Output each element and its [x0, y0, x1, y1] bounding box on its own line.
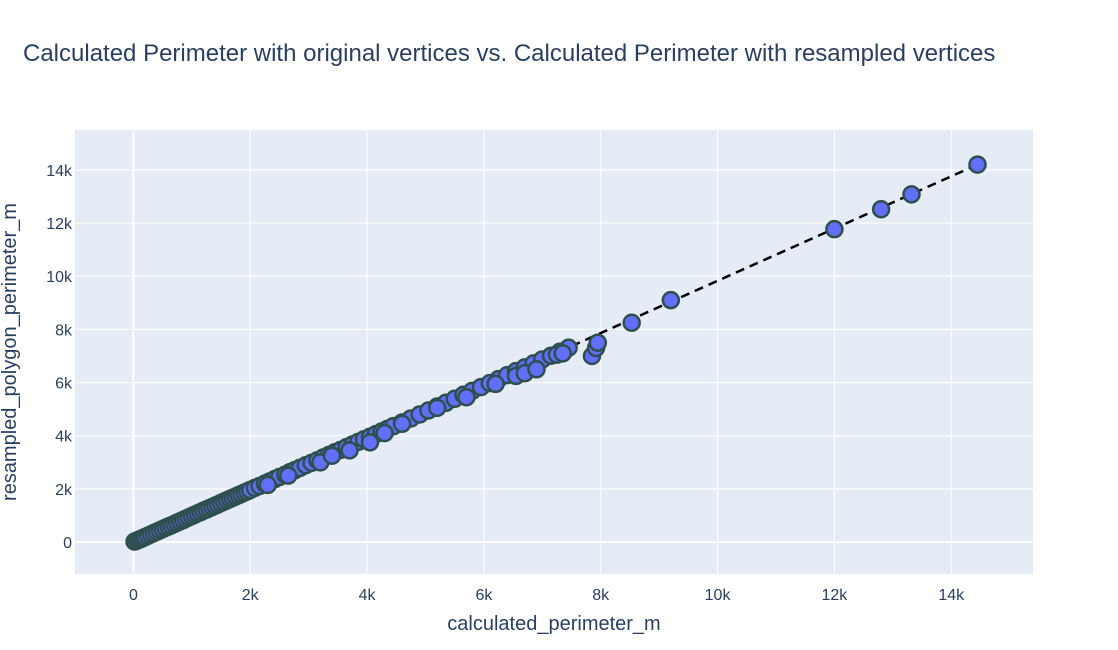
y-tick-label: 14k	[46, 163, 73, 180]
data-point	[871, 199, 891, 219]
data-point	[825, 219, 844, 239]
x-tick-label: 10k	[705, 587, 732, 604]
y-axis-ticks: 0 2k 4k 6k 8k 10k 12k 14k	[46, 163, 73, 552]
data-point	[902, 185, 921, 204]
data-point	[375, 423, 394, 443]
data-point	[968, 155, 987, 174]
data-points	[125, 155, 987, 551]
x-tick-label: 0	[129, 587, 138, 604]
y-tick-label: 2k	[55, 482, 73, 499]
data-point	[278, 466, 298, 485]
x-axis-title: calculated_perimeter_m	[447, 613, 660, 635]
data-point	[322, 446, 342, 465]
x-tick-label: 6k	[475, 587, 493, 604]
y-axis-title: resampled_polygon_perimeter_m	[0, 203, 21, 501]
x-tick-label: 4k	[359, 587, 377, 604]
x-tick-label: 12k	[821, 587, 848, 604]
data-point	[553, 344, 573, 363]
data-point	[486, 374, 505, 394]
y-tick-label: 10k	[46, 269, 73, 286]
y-tick-label: 4k	[55, 429, 73, 446]
x-axis-ticks: 0 2k 4k 6k 8k 10k 12k 14k	[129, 587, 965, 604]
data-point	[340, 441, 359, 460]
y-tick-label: 0	[63, 535, 72, 552]
data-point	[392, 414, 412, 434]
x-tick-label: 2k	[242, 587, 260, 604]
chart-title: Calculated Perimeter with original verti…	[23, 40, 995, 67]
data-point	[622, 313, 641, 333]
y-tick-label: 6k	[55, 376, 73, 393]
data-point	[661, 290, 681, 310]
data-point	[588, 333, 608, 352]
y-tick-label: 12k	[46, 216, 73, 233]
y-tick-label: 8k	[55, 322, 73, 339]
data-point	[360, 433, 380, 452]
x-tick-label: 8k	[592, 587, 610, 604]
data-point	[427, 398, 447, 418]
data-point	[457, 387, 476, 407]
data-point	[258, 475, 278, 495]
x-tick-label: 14k	[938, 587, 965, 604]
grid-lines	[75, 130, 1033, 574]
data-point	[527, 360, 546, 379]
